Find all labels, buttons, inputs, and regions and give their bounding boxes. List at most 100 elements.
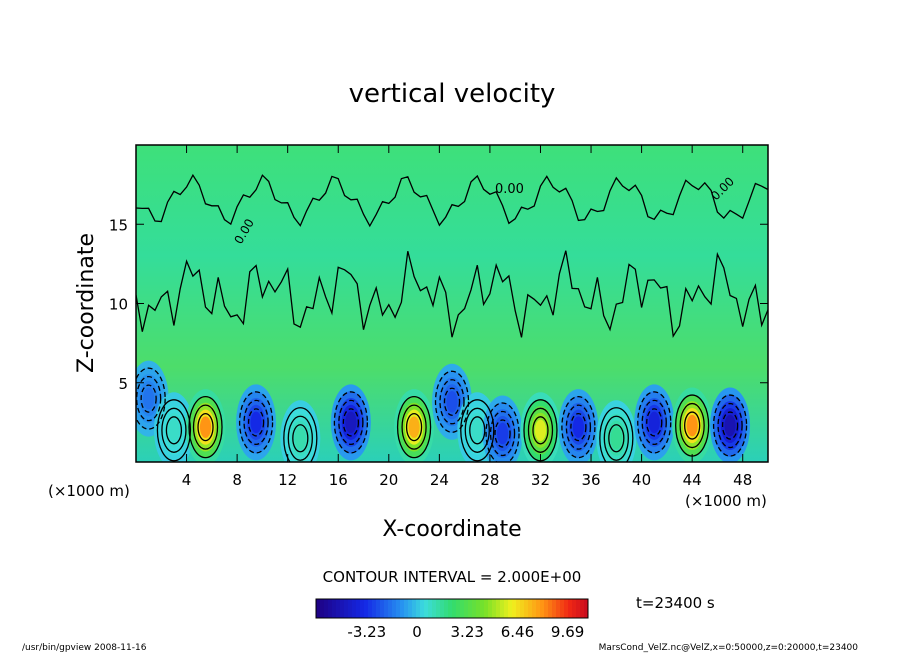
x-tick-label: 36 (581, 471, 600, 489)
contour-line (565, 404, 592, 450)
colorbar-swatch (452, 599, 457, 618)
colorbar-ticks: -3.23 0 3.23 6.46 9.69 (347, 623, 584, 641)
y-axis-label: Z-coordinate (74, 233, 99, 373)
colorbar-swatch (584, 599, 589, 618)
heatmap-cell (199, 416, 212, 438)
contour-line (646, 408, 663, 437)
colorbar-swatch (512, 599, 517, 618)
contour-line (439, 379, 465, 425)
x-tick-label: 16 (329, 471, 348, 489)
colorbar-swatch (520, 599, 525, 618)
contour-interval: CONTOUR INTERVAL = 2.000E+00 (323, 568, 582, 586)
colorbar-swatch (464, 599, 469, 618)
contour-line (136, 173, 768, 228)
colorbar-swatch (356, 599, 361, 618)
colorbar-swatch (428, 599, 433, 618)
contour-line (684, 411, 701, 440)
colorbar-swatch (372, 599, 377, 618)
colorbar-tick-label: 6.46 (501, 623, 534, 641)
colorbar-swatch (336, 599, 341, 618)
contour-line (287, 415, 313, 461)
contour-line (247, 408, 265, 437)
time-label: t=23400 s (636, 594, 715, 612)
plot-area (136, 145, 768, 462)
colorbar-swatch (460, 599, 465, 618)
x-tick-label: 12 (278, 471, 297, 489)
contour-line (460, 399, 495, 462)
colorbar-tick-label: 9.69 (551, 623, 584, 641)
x-units-left: (×1000 m) (48, 482, 130, 500)
colorbar-swatch (468, 599, 473, 618)
colorbar-swatch (560, 599, 565, 618)
colorbar-swatch (388, 599, 393, 618)
heatmap-cell (471, 419, 483, 442)
heatmap-cell (610, 427, 622, 450)
contour-line (485, 402, 520, 462)
x-tick-label: 32 (531, 471, 550, 489)
colorbar-swatch (488, 599, 493, 618)
contour-line (494, 419, 511, 448)
x-tick-label: 4 (182, 471, 192, 489)
contour-line (401, 404, 427, 450)
x-axis-ticks: 4 8 12 16 20 24 28 32 36 40 44 48 (182, 145, 752, 489)
colorbar-swatch (412, 599, 417, 618)
heatmap-cell (294, 427, 306, 450)
contour-line (464, 407, 490, 453)
colorbar-swatch (320, 599, 325, 618)
contour-line (136, 250, 768, 338)
colorbar-swatch (392, 599, 397, 618)
contour-line (641, 399, 667, 446)
colorbar-swatch (544, 599, 549, 618)
colorbar-swatch (316, 599, 321, 618)
colorbar-swatch (324, 599, 329, 618)
colorbar-swatch (380, 599, 385, 618)
heatmap-cell (250, 411, 262, 434)
colorbar-swatch (568, 599, 573, 618)
heatmap-cell (446, 390, 458, 413)
contour-line (136, 367, 166, 430)
colorbar-swatch (548, 599, 553, 618)
heatmap-cell (496, 422, 509, 445)
colorbar-swatch (424, 599, 429, 618)
contour-line (396, 395, 432, 459)
colorbar-swatch (516, 599, 521, 618)
contour-line (338, 399, 364, 446)
contour-lines (136, 173, 768, 462)
colorbar-swatch (352, 599, 357, 618)
colorbar-swatch (500, 599, 505, 618)
colorbar-swatch (532, 599, 537, 618)
colorbar-swatch (496, 599, 501, 618)
contour-line (197, 412, 214, 442)
heatmap-cell (534, 419, 547, 442)
contour-line (136, 375, 162, 422)
contour-line (599, 407, 634, 462)
colorbar-swatch (572, 599, 577, 618)
heatmap-cell (572, 416, 585, 438)
colorbar-swatch (492, 599, 497, 618)
contour-line (333, 391, 369, 454)
colorbar-swatch (340, 599, 345, 618)
colorbar-swatch (332, 599, 337, 618)
x-tick-label: 20 (379, 471, 398, 489)
colorbar-swatch (432, 599, 437, 618)
colorbar-swatch (420, 599, 425, 618)
contour-line (434, 370, 470, 433)
x-tick-label: 48 (733, 471, 752, 489)
colorbar-swatch (400, 599, 405, 618)
contour-line (165, 416, 183, 445)
colorbar-swatch (484, 599, 489, 618)
heatmap-cell (648, 411, 660, 434)
colorbar-swatch (396, 599, 401, 618)
heatmap-cell (168, 419, 180, 442)
contour-line (570, 412, 587, 442)
contour-line (608, 424, 625, 453)
heatmap-cell (345, 411, 357, 434)
contour-line (679, 402, 705, 449)
heatmap-cell (724, 414, 736, 437)
colorbar-swatch (540, 599, 545, 618)
colorbar-swatch (360, 599, 365, 618)
x-tick-label: 24 (430, 471, 449, 489)
contour-line (712, 394, 748, 457)
colorbar-tick-label: 3.23 (451, 623, 484, 641)
